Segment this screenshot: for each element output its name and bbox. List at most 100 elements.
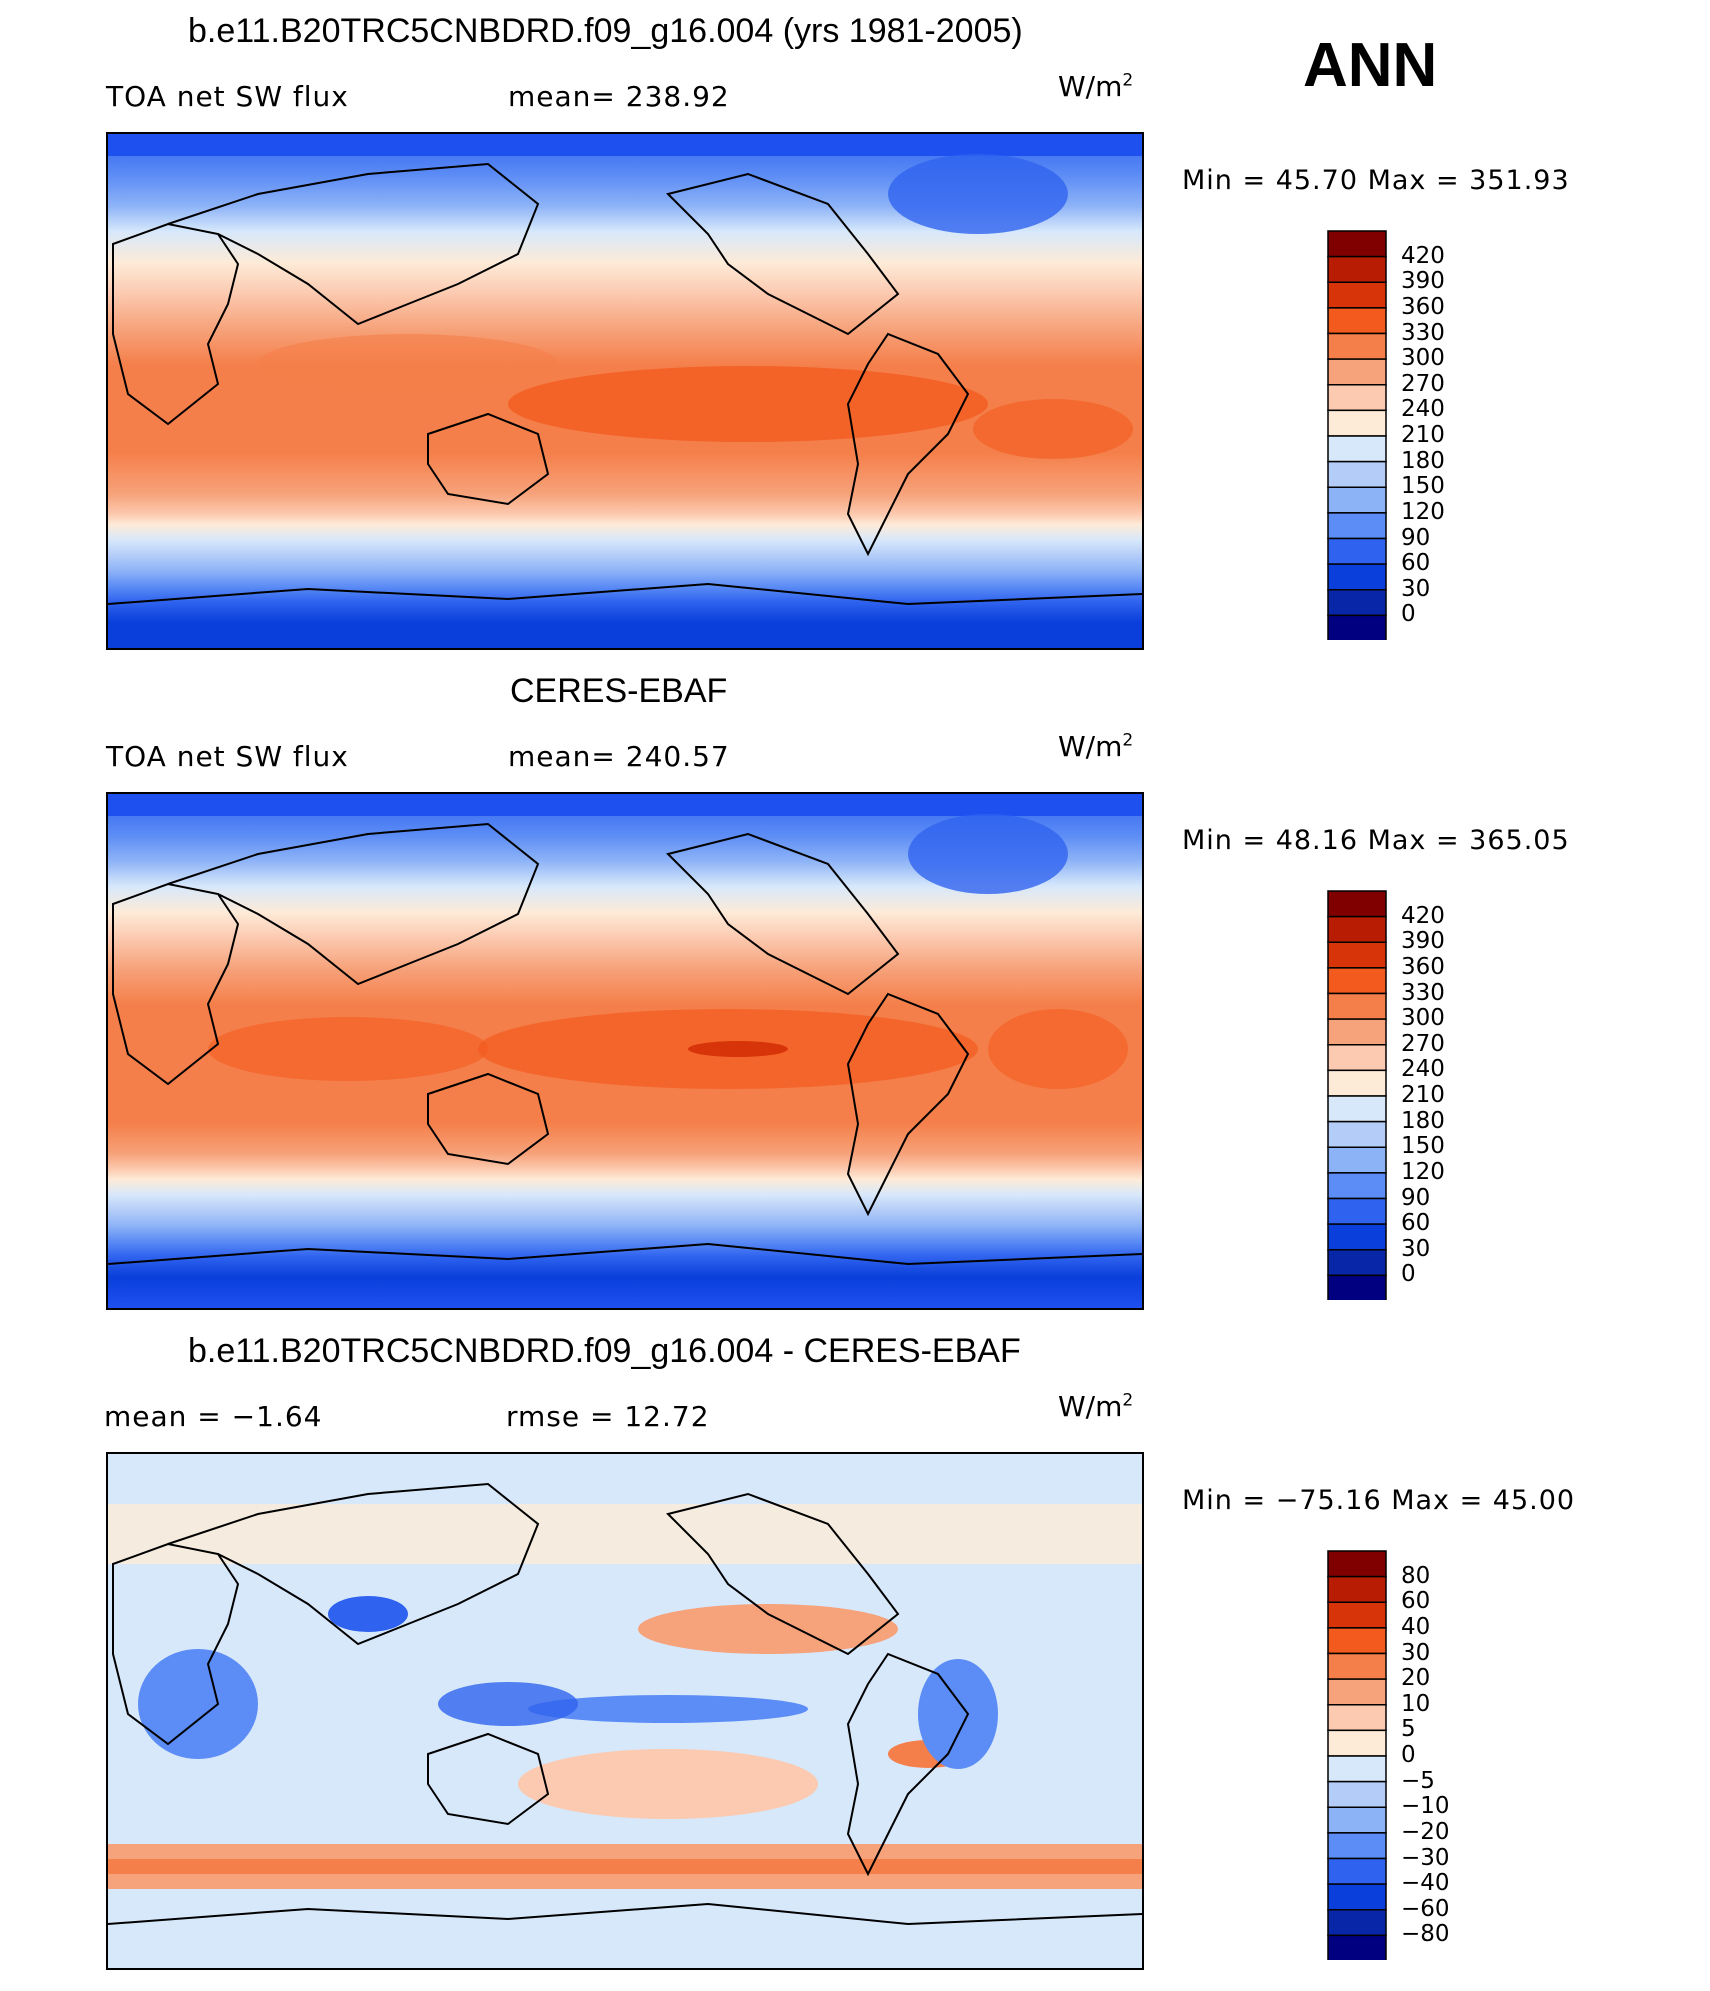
panel2-south-america-coast [846, 992, 970, 1217]
panel3-australia-coast [427, 1732, 550, 1826]
panel3-colorbar-tick-label: 10 [1401, 1690, 1431, 1717]
panel1-colorbar-swatch [1327, 435, 1387, 463]
panel1-mean-label: mean= 238.92 [508, 80, 730, 113]
panel3-pacific-positive [638, 1604, 898, 1654]
panel3-tibet-negative [328, 1596, 408, 1632]
panel1-indian-ocean-field [258, 334, 558, 394]
panel2-colorbar-tick-label: 270 [1401, 1030, 1445, 1057]
panel1-colorbar-tick-label: 120 [1401, 498, 1445, 525]
panel2-eurasia-coast [167, 822, 540, 986]
panel1-colorbar-tick-label: 270 [1401, 370, 1445, 397]
panel3-colorbar-swatch [1327, 1857, 1387, 1885]
panel2-colorbar-swatch [1327, 1274, 1387, 1300]
panel2-colorbar-swatch [1327, 1146, 1387, 1174]
panel1-colorbar-swatch [1327, 537, 1387, 565]
panel1-colorbar-swatch [1327, 384, 1387, 412]
panel2-coastlines [108, 822, 1142, 1266]
panel2-north-america-coast [666, 832, 900, 996]
panel2-colorbar-swatch [1327, 967, 1387, 995]
panel2-australia-coast [427, 1072, 550, 1166]
panel1-units: W/m2 [1058, 70, 1134, 103]
panel1-colorbar-tick-label: 150 [1401, 473, 1445, 500]
panel2-colorbar-swatch [1327, 941, 1387, 969]
panel2-colorbar-tick-label: 60 [1401, 1210, 1431, 1237]
panel3-colorbar-swatch [1327, 1755, 1387, 1783]
panel2-colorbar [1327, 890, 1387, 1300]
panel1-arctic-band [108, 134, 1142, 156]
panel3-colorbar-swatch [1327, 1678, 1387, 1706]
panel3-map [106, 1452, 1144, 1970]
panel1-colorbar-swatch [1327, 281, 1387, 309]
panel2-africa-coast [112, 882, 240, 1086]
panel2-units: W/m2 [1058, 730, 1134, 763]
season-label: ANN [1303, 31, 1438, 100]
panel2-colorbar-tick-label: 90 [1401, 1184, 1431, 1211]
panel3-minmax: Min = −75.16 Max = 45.00 [1182, 1485, 1576, 1516]
panel1-colorbar-tick-label: 420 [1401, 242, 1445, 269]
panel2-colorbar-tick-label: 300 [1401, 1005, 1445, 1032]
panel3-units: W/m2 [1058, 1390, 1134, 1423]
panel2-colorbar-swatch [1327, 890, 1387, 918]
panel2-colorbar-swatch [1327, 1044, 1387, 1072]
panel3-colorbar-swatch [1327, 1601, 1387, 1629]
panel3-colorbar-swatch [1327, 1550, 1387, 1578]
panel3-colorbar-swatch [1327, 1575, 1387, 1603]
panel3-colorbar-tick-label: −5 [1401, 1767, 1435, 1794]
panel2-colorbar-tick-label: 180 [1401, 1107, 1445, 1134]
panel3-colorbar-tick-label: 30 [1401, 1639, 1431, 1666]
panel1-colorbar-swatch [1327, 614, 1387, 640]
panel1-colorbar-swatch [1327, 563, 1387, 591]
panel1-colorbar-tick-label: 300 [1401, 345, 1445, 372]
panel1-south-america-coast [846, 332, 970, 557]
panel3-colorbar-swatch [1327, 1832, 1387, 1860]
panel3-colorbar-swatches [1327, 1550, 1387, 1960]
panel3-colorbar-swatch [1327, 1806, 1387, 1834]
panel3-amazon-negative [918, 1659, 998, 1769]
panel3-colorbar-swatch [1327, 1704, 1387, 1732]
panel1-colorbar-swatch [1327, 460, 1387, 488]
panel3-colorbar-tick-label: 20 [1401, 1665, 1431, 1692]
panel2-indian-ocean-field [208, 1017, 488, 1081]
panel1-title: b.e11.B20TRC5CNBDRD.f09_g16.004 (yrs 198… [188, 12, 1023, 50]
panel2-colorbar-tick-label: 150 [1401, 1133, 1445, 1160]
panel2-colorbar-swatch [1327, 915, 1387, 943]
panel3-colorbar-tick-label: −40 [1401, 1870, 1450, 1897]
panel3-colorbar-swatch [1327, 1909, 1387, 1937]
panel2-colorbar-swatch [1327, 1197, 1387, 1225]
panel2-colorbar-swatch [1327, 1018, 1387, 1046]
panel2-colorbar-tick-label: 30 [1401, 1235, 1431, 1262]
panel3-colorbar-tick-label: 5 [1401, 1716, 1416, 1743]
panel2-variable-label: TOA net SW flux [106, 740, 349, 773]
panel2-colorbar-tick-label: 240 [1401, 1056, 1445, 1083]
panel2-colorbar-swatch [1327, 1069, 1387, 1097]
panel1-atlantic-field [973, 399, 1133, 459]
panel1-colorbar-tick-label: 210 [1401, 422, 1445, 448]
panel3-mean-label: mean = −1.64 [104, 1400, 323, 1433]
panel3-rmse-label: rmse = 12.72 [506, 1400, 710, 1433]
panel2-colorbar-swatch [1327, 1172, 1387, 1200]
panel3-colorbar-tick-label: 60 [1401, 1588, 1431, 1615]
panel3-maritime-negative [438, 1682, 578, 1726]
panel2-colorbar-swatch [1327, 1095, 1387, 1123]
panel3-colorbar-tick-label: −10 [1401, 1793, 1450, 1820]
panel1-colorbar-tick-label: 360 [1401, 293, 1445, 320]
panel3-colorbar-tick-label: −30 [1401, 1844, 1450, 1871]
panel2-colorbar-tick-label: 360 [1401, 953, 1445, 980]
panel3-colorbar-swatch [1327, 1627, 1387, 1655]
panel1-tropical-maximum [508, 366, 988, 442]
panel1-variable-label: TOA net SW flux [106, 80, 349, 113]
panel1-colorbar-swatch [1327, 255, 1387, 283]
panel3-colorbar-tick-label: −80 [1401, 1921, 1450, 1948]
panel1-colorbar-tick-label: 90 [1401, 524, 1431, 551]
panel2-colorbar-tick-label: 120 [1401, 1158, 1445, 1185]
panel3-southern-core [108, 1859, 1142, 1874]
panel3-colorbar-tick-label: −60 [1401, 1895, 1450, 1922]
panel2-colorbar-swatch [1327, 1120, 1387, 1148]
panel1-coastlines [108, 162, 1142, 606]
panel1-minmax: Min = 45.70 Max = 351.93 [1182, 165, 1570, 196]
panel3-eurasia-coast [167, 1482, 540, 1646]
panel3-colorbar-swatch [1327, 1652, 1387, 1680]
panel3-colorbar-tick-label: 0 [1401, 1742, 1416, 1768]
panel3-title: b.e11.B20TRC5CNBDRD.f09_g16.004 - CERES-… [188, 1332, 1021, 1370]
panel3-africa-coast [112, 1542, 240, 1746]
